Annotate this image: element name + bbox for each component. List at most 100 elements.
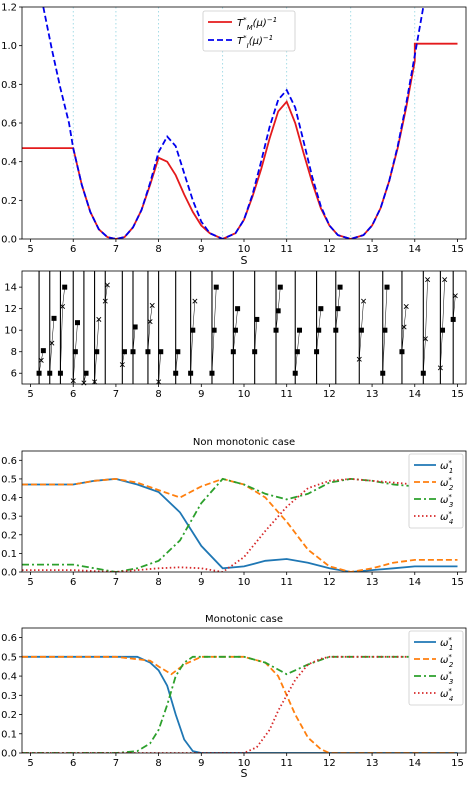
y-tick-label: 10 — [4, 326, 17, 337]
branch-link — [440, 330, 443, 368]
marker-square — [36, 370, 42, 376]
x-tick-label: 12 — [323, 244, 336, 255]
plot-frame — [21, 270, 467, 385]
series-line — [22, 655, 458, 753]
y-tick-label: 14 — [4, 283, 17, 294]
legend-label: ω* 4 — [440, 687, 453, 703]
branch-link — [49, 343, 53, 374]
series-line — [22, 477, 458, 572]
marker-square — [254, 316, 260, 322]
marker-cross — [401, 324, 407, 330]
marker-square — [318, 306, 324, 312]
x-tick-label: 14 — [408, 758, 421, 769]
y-tick-label: 0.0 — [1, 568, 17, 579]
panel-title: Non monotonic case — [193, 437, 295, 448]
legend: ω* 1ω* 2ω* 3ω* 4 — [408, 630, 464, 706]
plot-frame — [21, 6, 467, 240]
x-tick-label: 5 — [27, 244, 33, 255]
y-tick-label: 0.1 — [1, 549, 17, 560]
x-tick-label: 5 — [27, 577, 33, 588]
legend: T*M(μ)−1T*I(μ)−1 — [202, 10, 296, 52]
marker-square — [384, 284, 390, 290]
branch-link — [51, 318, 55, 344]
series-line — [22, 42, 458, 239]
branch-link — [318, 308, 322, 331]
marker-square — [333, 327, 339, 333]
marker-cross — [452, 293, 458, 299]
branch-link — [401, 326, 405, 352]
marker-cross — [403, 303, 409, 310]
marker-cross — [192, 298, 198, 304]
legend-label: ω* 1 — [440, 636, 453, 652]
marker-square — [440, 327, 446, 333]
x-tick-label: 8 — [155, 389, 161, 400]
marker-square — [213, 284, 219, 290]
marker-square — [158, 349, 164, 355]
branch-link — [359, 330, 362, 360]
marker-cross — [442, 277, 448, 283]
y-tick-label: 0.0 — [1, 749, 17, 760]
y-tick-label: 0.1 — [1, 729, 17, 740]
branch-link — [175, 351, 179, 374]
branch-link — [149, 305, 153, 322]
x-tick-label: 5 — [27, 389, 33, 400]
legend-label: ω* 4 — [440, 510, 453, 526]
marker-square — [252, 349, 258, 355]
branch-link — [316, 330, 319, 352]
marker-square — [294, 349, 300, 355]
marker-cross — [437, 365, 443, 371]
marker-square — [188, 370, 194, 376]
x-tick-label: 8 — [155, 758, 161, 769]
marker-square — [130, 349, 136, 355]
marker-cross — [422, 336, 428, 342]
marker-square — [57, 370, 63, 376]
marker-square — [420, 370, 426, 376]
y-tick-label: 1.0 — [1, 41, 17, 52]
x-tick-label: 6 — [70, 389, 76, 400]
x-tick-label: 12 — [323, 389, 336, 400]
marker-square — [380, 370, 386, 376]
y-tick-label: 0.3 — [1, 691, 17, 702]
marker-cross — [361, 298, 367, 304]
branch-link — [96, 319, 100, 352]
branch-link — [277, 287, 281, 311]
y-tick-label: 1.2 — [1, 3, 17, 14]
y-tick-label: 0.0 — [1, 235, 17, 246]
marker-square — [358, 327, 364, 333]
y-tick-label: 0.4 — [1, 493, 17, 504]
branch-link — [60, 306, 63, 374]
x-tick-label: 7 — [113, 577, 119, 588]
legend-label: ω* 2 — [440, 653, 454, 669]
x-tick-label: 5 — [27, 758, 33, 769]
marker-square — [121, 349, 127, 355]
branch-link — [105, 284, 108, 302]
x-tick-label: 10 — [238, 758, 251, 769]
marker-square — [72, 349, 78, 355]
marker-square — [399, 349, 405, 355]
branch-link — [192, 301, 196, 331]
branch-link — [423, 338, 426, 374]
y-tick-label: 6 — [11, 369, 17, 380]
x-tick-label: 7 — [113, 389, 119, 400]
marker-square — [235, 306, 241, 312]
marker-cross — [96, 316, 102, 322]
x-tick-label: 11 — [280, 577, 293, 588]
branch-link — [62, 287, 65, 307]
marker-square — [47, 370, 53, 376]
marker-cross — [156, 379, 162, 385]
branch-link — [361, 301, 364, 331]
y-tick-label: 8 — [11, 347, 17, 358]
legend: ω* 1ω* 2ω* 3ω* 4 — [408, 453, 464, 529]
series-line — [22, 655, 458, 753]
x-tick-label: 11 — [280, 758, 293, 769]
marker-cross — [425, 277, 431, 283]
marker-square — [382, 327, 388, 333]
marker-cross — [147, 319, 153, 325]
branch-link — [211, 330, 215, 374]
branch-link — [213, 287, 217, 331]
marker-cross — [60, 303, 66, 310]
x-tick-label: 6 — [70, 244, 76, 255]
y-tick-label: 12 — [4, 304, 17, 315]
x-axis-label: S — [241, 254, 248, 267]
